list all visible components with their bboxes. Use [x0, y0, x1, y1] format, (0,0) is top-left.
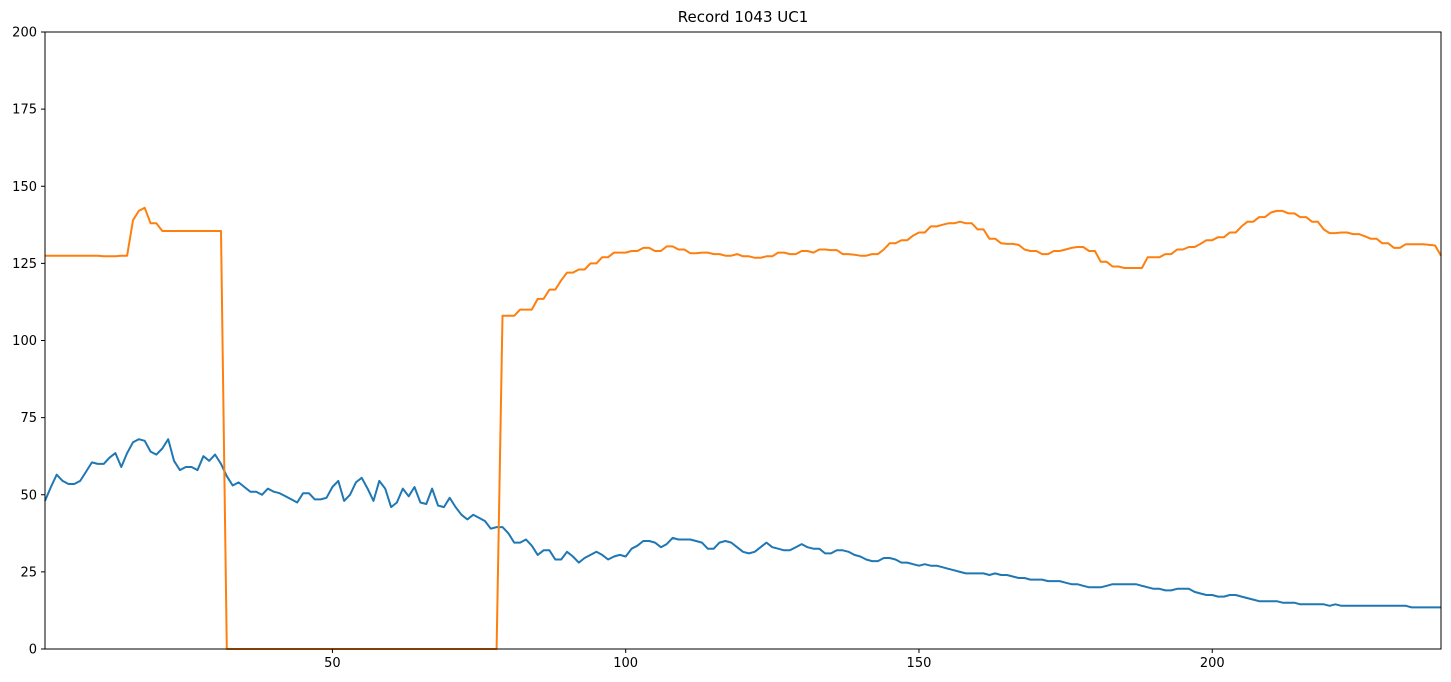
- x-tick-label: 150: [907, 656, 932, 671]
- y-tick-label: 25: [20, 565, 37, 580]
- chart-title: Record 1043 UC1: [678, 8, 809, 26]
- series-line-1: [44, 438, 1441, 609]
- y-tick-label: 200: [12, 26, 37, 41]
- y-tick-label: 50: [20, 488, 37, 503]
- y-tick-label: 125: [12, 257, 37, 272]
- y-tick-label: 150: [12, 180, 37, 195]
- series-line-2: [45, 206, 1442, 650]
- y-tick-label: 75: [20, 411, 37, 426]
- x-tick-label: 200: [1200, 656, 1225, 671]
- plot-frame: [44, 31, 1442, 650]
- x-tick-label: 100: [613, 656, 638, 671]
- y-tick-label: 0: [29, 643, 37, 658]
- y-tick-label: 100: [12, 334, 37, 349]
- y-axis-ticks: 0 25 50 75 100 125 150 175 200: [12, 26, 45, 658]
- x-axis-ticks: 50 100 150 200: [324, 649, 1225, 671]
- x-tick-label: 50: [324, 656, 341, 671]
- plot-lines: [44, 206, 1442, 650]
- y-tick-label: 175: [12, 103, 37, 118]
